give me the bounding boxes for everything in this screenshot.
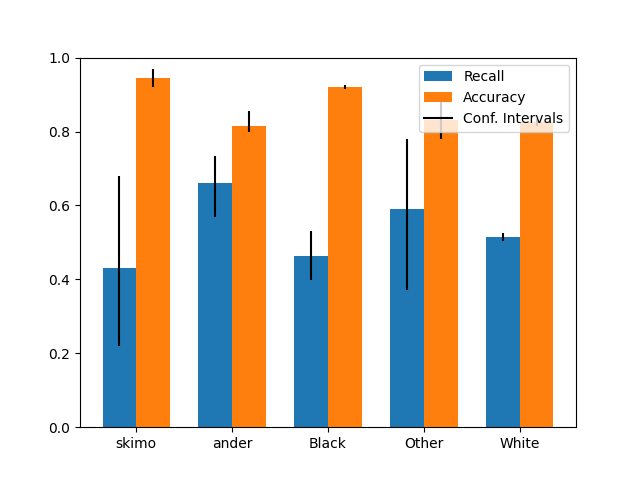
- Bar: [328, 87, 362, 427]
- Legend: Recall, Accuracy, Conf. Intervals: Recall, Accuracy, Conf. Intervals: [419, 64, 569, 132]
- Bar: [520, 122, 554, 427]
- Bar: [424, 120, 458, 427]
- Bar: [198, 183, 232, 427]
- Bar: [390, 209, 424, 427]
- Bar: [232, 126, 266, 427]
- Bar: [486, 237, 520, 427]
- Bar: [294, 256, 328, 427]
- Bar: [102, 268, 136, 427]
- Bar: [136, 78, 170, 427]
